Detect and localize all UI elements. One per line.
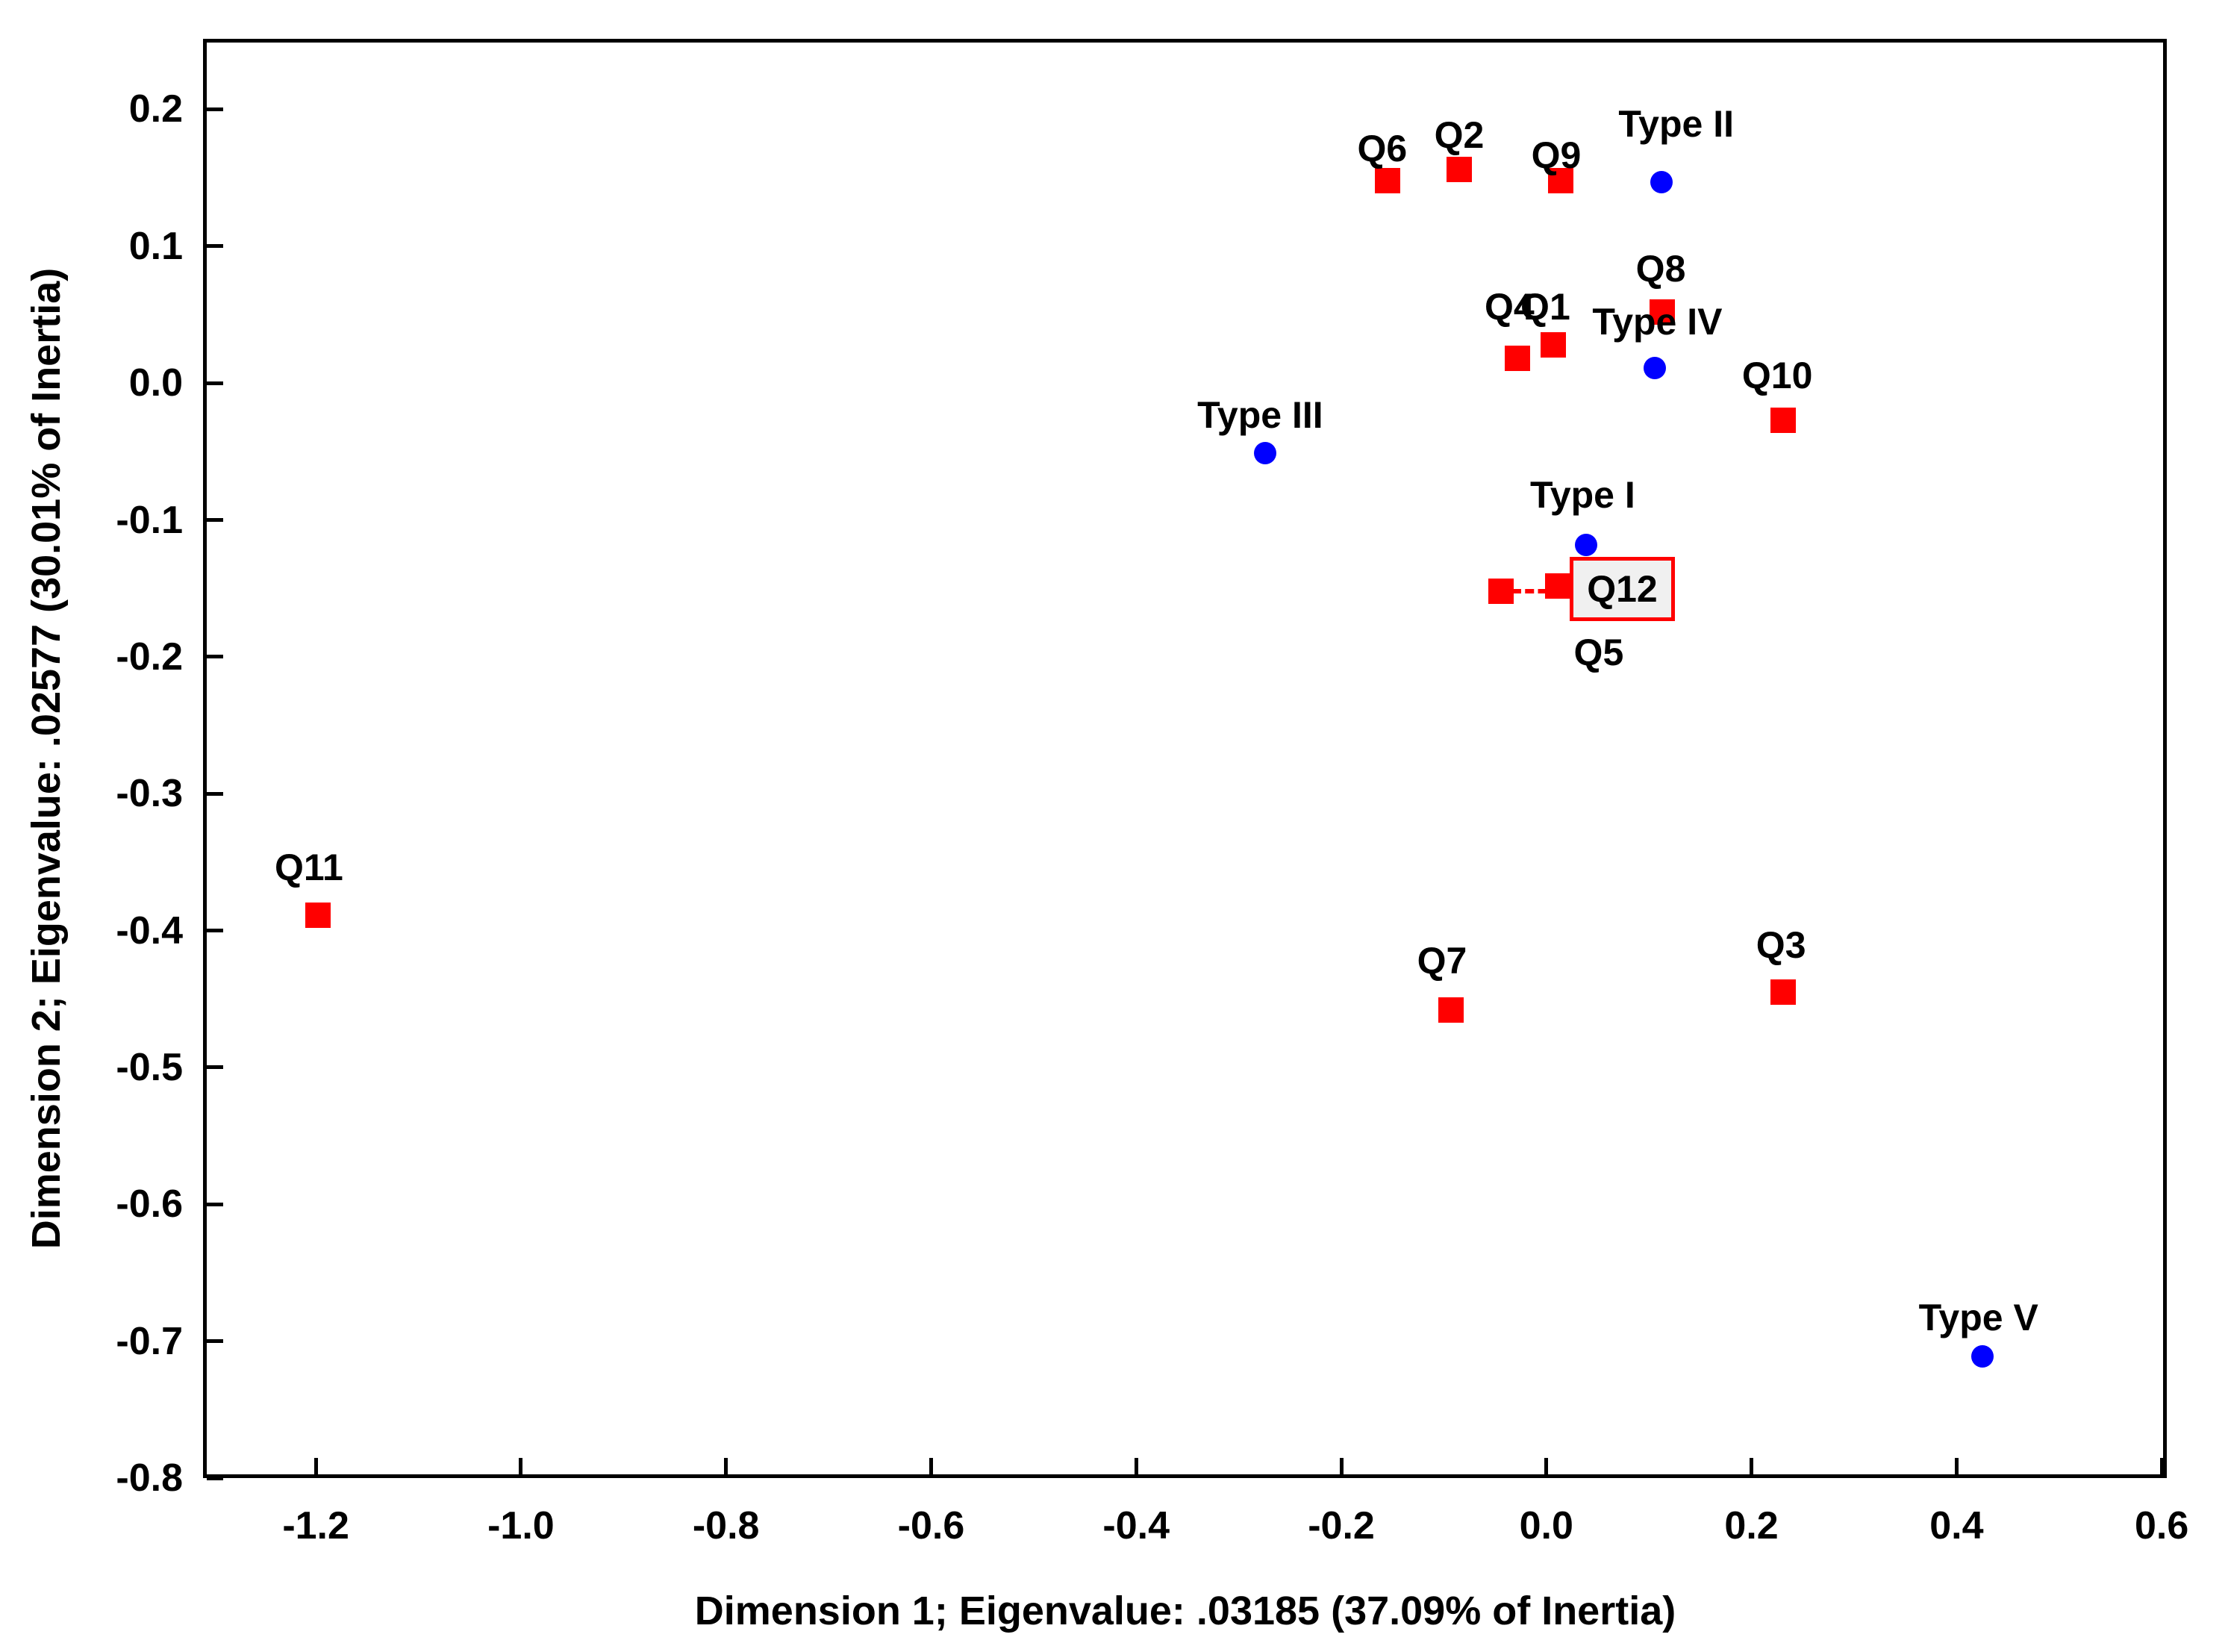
- label-q11: Q11: [275, 847, 343, 889]
- point-q4[interactable]: [1505, 346, 1531, 372]
- y-tick--0.6: [207, 1202, 223, 1206]
- y-tick-label--0.8: -0.8: [116, 1456, 183, 1500]
- label-type-iv: Type IV: [1592, 300, 1723, 343]
- y-tick--0.7: [207, 1339, 223, 1344]
- y-tick-label--0.7: -0.7: [116, 1319, 183, 1363]
- point-type-i[interactable]: [1575, 533, 1598, 556]
- y-tick-label--0.1: -0.1: [116, 498, 183, 542]
- point-type-iv[interactable]: [1644, 356, 1667, 379]
- x-axis-title: Dimension 1; Eigenvalue: .03185 (37.09% …: [694, 1589, 1676, 1633]
- x-tick-0.0: [1544, 1458, 1549, 1474]
- x-tick--0.6: [929, 1458, 933, 1474]
- label-q7: Q7: [1417, 939, 1467, 982]
- label-type-ii: Type II: [1618, 102, 1735, 145]
- point-q6[interactable]: [1374, 167, 1400, 193]
- leader-line-q12: [1512, 588, 1573, 593]
- label-q1: Q1: [1520, 285, 1570, 328]
- point-type-v[interactable]: [1970, 1344, 1994, 1368]
- y-tick--0.8: [207, 1476, 223, 1480]
- label-q5: Q5: [1573, 631, 1624, 673]
- x-tick-0.4: [1954, 1458, 1959, 1474]
- y-tick--0.2: [207, 655, 223, 659]
- y-tick-0.1: [207, 244, 223, 249]
- x-tick-label--1.2: -1.2: [282, 1504, 349, 1547]
- y-tick-label--0.3: -0.3: [116, 772, 183, 816]
- y-tick--0.1: [207, 518, 223, 522]
- y-tick-0.0: [207, 381, 223, 385]
- label-q8: Q8: [1635, 247, 1686, 290]
- y-tick--0.3: [207, 791, 223, 796]
- label-q10: Q10: [1741, 354, 1813, 396]
- x-tick--0.8: [724, 1458, 728, 1474]
- y-tick-0.2: [207, 107, 223, 111]
- point-q9[interactable]: [1548, 167, 1574, 193]
- x-tick--0.4: [1134, 1458, 1138, 1474]
- point-q7[interactable]: [1438, 997, 1464, 1023]
- x-tick-label--0.6: -0.6: [897, 1504, 965, 1547]
- x-tick-label-0.6: 0.6: [2134, 1504, 2189, 1547]
- y-tick-label-0.2: 0.2: [128, 87, 183, 131]
- point-q1[interactable]: [1541, 331, 1567, 358]
- x-tick--0.2: [1339, 1458, 1344, 1474]
- label-q2: Q2: [1434, 114, 1485, 157]
- x-tick-0.6: [2159, 1458, 2164, 1474]
- y-tick-label--0.6: -0.6: [116, 1182, 183, 1226]
- y-tick-label--0.4: -0.4: [116, 908, 183, 953]
- label-q3: Q3: [1756, 924, 1806, 967]
- x-tick-label-0.0: 0.0: [1519, 1504, 1573, 1547]
- x-tick-label--0.8: -0.8: [692, 1504, 760, 1547]
- x-tick-label-0.2: 0.2: [1724, 1504, 1779, 1547]
- point-type-iii[interactable]: [1254, 441, 1277, 464]
- point-q5[interactable]: [1544, 573, 1570, 599]
- point-q12[interactable]: [1488, 578, 1514, 604]
- point-type-ii[interactable]: [1650, 170, 1673, 193]
- y-tick-label-0.1: 0.1: [128, 224, 183, 268]
- y-tick-label--0.5: -0.5: [116, 1045, 183, 1089]
- label-type-i: Type I: [1529, 473, 1635, 516]
- x-tick--1.2: [313, 1458, 318, 1474]
- point-q11[interactable]: [305, 903, 331, 929]
- y-tick-label--0.2: -0.2: [116, 635, 183, 679]
- y-tick--0.5: [207, 1065, 223, 1070]
- y-tick-label-0.0: 0.0: [128, 361, 183, 405]
- label-q9: Q9: [1531, 134, 1582, 176]
- q12-label-box[interactable]: Q12: [1570, 557, 1675, 621]
- label-type-v: Type V: [1918, 1296, 2038, 1338]
- x-tick-label--0.4: -0.4: [1102, 1504, 1170, 1547]
- x-tick-label-0.4: 0.4: [1929, 1504, 1984, 1547]
- y-axis-title: Dimension 2; Eigenvalue: .02577 (30.01% …: [24, 267, 69, 1250]
- plot-area: [203, 39, 2167, 1478]
- label-q4: Q4: [1484, 286, 1535, 328]
- point-q2[interactable]: [1447, 157, 1473, 183]
- label-q6: Q6: [1357, 127, 1408, 169]
- point-q3[interactable]: [1770, 979, 1797, 1006]
- y-tick--0.4: [207, 929, 223, 933]
- x-tick-label--1.0: -1.0: [487, 1504, 555, 1547]
- point-q10[interactable]: [1770, 407, 1797, 433]
- x-tick--1.0: [519, 1458, 523, 1474]
- label-type-iii: Type III: [1197, 393, 1323, 436]
- x-tick-0.2: [1750, 1458, 1754, 1474]
- x-tick-label--0.2: -0.2: [1308, 1504, 1375, 1547]
- point-q8[interactable]: [1650, 299, 1676, 325]
